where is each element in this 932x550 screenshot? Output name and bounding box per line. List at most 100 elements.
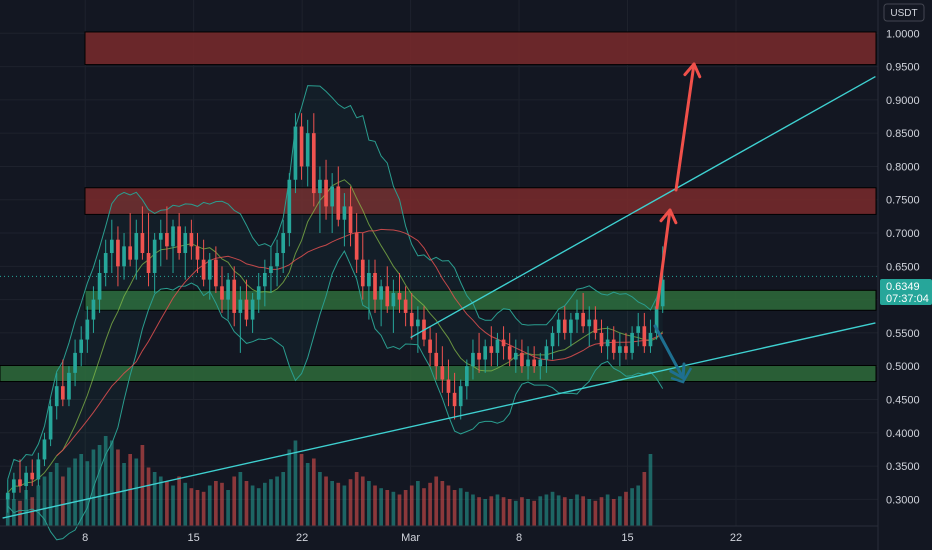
candle-body <box>12 479 16 493</box>
volume-bar <box>458 488 463 526</box>
volume-bar <box>177 476 181 526</box>
candle-body <box>311 133 316 194</box>
volume-bar <box>575 494 579 526</box>
candle-body <box>97 272 102 300</box>
currency-badge[interactable]: USDT <box>883 3 925 22</box>
candle-body <box>324 179 328 207</box>
volume-bar <box>391 491 396 526</box>
volume-bar <box>287 449 292 526</box>
volume-bar <box>367 481 371 526</box>
price-tick-label: 0.9500 <box>886 62 920 74</box>
candle-body <box>18 479 22 487</box>
currency-label: USDT <box>890 8 917 19</box>
volume-bar <box>587 499 592 526</box>
projection-arrows <box>653 62 702 384</box>
candle-body <box>348 206 353 234</box>
volume-bar <box>342 485 347 526</box>
candle-body <box>501 339 506 347</box>
volume-bar <box>122 463 126 526</box>
candle-body <box>367 272 371 287</box>
volume-bar <box>434 476 439 526</box>
candle-body <box>471 352 475 367</box>
candle-body <box>385 286 390 307</box>
candle-body <box>207 259 212 280</box>
candle-body <box>605 339 610 347</box>
volume-bar <box>42 476 47 526</box>
candle-body <box>520 352 524 367</box>
candle-body <box>360 259 365 287</box>
candle-body <box>336 186 341 220</box>
price-tick-label: 0.5500 <box>886 328 920 340</box>
candle-body <box>171 226 175 247</box>
candle-body <box>158 233 163 240</box>
volume-bar <box>293 440 298 526</box>
countdown-label: 07:37:04 <box>886 293 929 305</box>
candle-body <box>446 379 451 393</box>
candle-body <box>24 472 28 487</box>
volume-bar <box>471 494 475 526</box>
time-tick-label: 8 <box>516 532 522 544</box>
candle-body <box>354 233 359 260</box>
candle-body <box>293 126 298 180</box>
candle-body <box>262 272 267 287</box>
bollinger-lower <box>7 250 664 541</box>
volume-bar <box>79 454 84 526</box>
candle-body <box>452 392 457 407</box>
candle-body <box>550 332 555 347</box>
volume-bar <box>36 485 41 526</box>
candle-body <box>85 319 90 340</box>
candle-body <box>318 179 322 194</box>
candle-body <box>305 133 310 167</box>
candle-body <box>250 299 255 320</box>
candle-body <box>177 226 181 254</box>
candle-body <box>116 239 120 267</box>
volume-bar <box>318 472 322 526</box>
candle-body <box>464 366 469 387</box>
volume-bar <box>416 481 420 526</box>
volume-bar <box>422 488 426 526</box>
current-price-badge: 0.6349 07:37:04 <box>880 279 932 305</box>
volume-bar <box>183 482 188 526</box>
volume-bar <box>73 458 77 526</box>
red-arrow-short-head <box>659 208 678 225</box>
candle-body <box>134 233 139 260</box>
candle-body <box>146 253 151 273</box>
volume-bar <box>624 491 628 526</box>
time-tick-label: 22 <box>296 532 308 544</box>
time-axis[interactable]: 8 15 22 Mar 8 15 22 <box>0 525 878 544</box>
candle-body <box>91 299 96 320</box>
volume-bar <box>214 481 218 526</box>
candle-body <box>391 292 396 307</box>
time-tick-label: 8 <box>82 532 88 544</box>
volume-bar <box>409 485 414 526</box>
volume-bar <box>109 440 114 526</box>
price-tick-label: 0.6500 <box>886 261 920 273</box>
candle-body <box>636 326 641 333</box>
candle-body <box>458 386 463 407</box>
volume-bar <box>569 499 573 526</box>
candle-body <box>513 352 518 360</box>
candle-body <box>275 253 279 267</box>
trend-lines <box>2 75 876 519</box>
time-tick-label: 15 <box>188 532 200 544</box>
volume-bar <box>373 485 377 526</box>
volume-bar <box>440 481 445 526</box>
volume-bar <box>152 472 157 526</box>
current-price-badge-box <box>880 279 932 305</box>
volume-bar <box>299 454 304 526</box>
resistance-zone <box>84 31 877 66</box>
candle-body <box>379 286 383 300</box>
candle-body <box>269 266 273 273</box>
candlesticks <box>5 113 665 513</box>
volume-bar <box>97 445 102 526</box>
candle-body <box>122 246 126 267</box>
time-tick-label: Mar <box>401 532 420 544</box>
bollinger-upper <box>7 85 664 480</box>
volume-bar <box>556 495 561 526</box>
candle-body <box>281 233 286 254</box>
volume-bar <box>513 500 518 526</box>
volume-bar <box>593 500 598 526</box>
